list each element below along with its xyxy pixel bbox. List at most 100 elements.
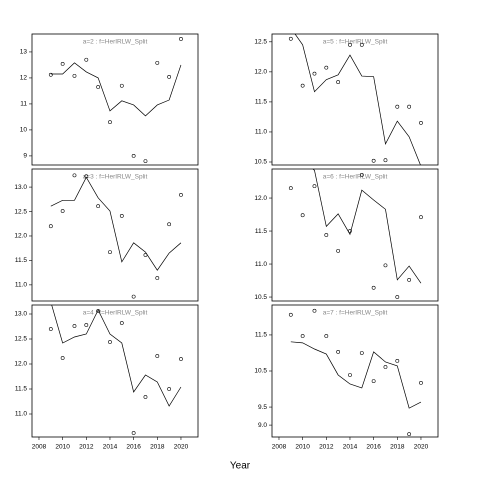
point — [179, 193, 183, 197]
point — [179, 357, 183, 361]
point — [359, 351, 364, 355]
point — [395, 295, 400, 299]
y-tick-label: 11.5 — [15, 386, 28, 393]
x-tick-label: 2008 — [272, 444, 287, 451]
panel: a=6 : f=HerIRLW_Split 10.5 11.0 11.5 12.0 — [254, 168, 439, 302]
point — [312, 184, 317, 189]
x-tick-label: 2020 — [414, 444, 429, 451]
point — [371, 379, 376, 383]
point — [348, 42, 352, 47]
x-tick-label: 2016 — [366, 444, 381, 451]
y-tick-label: 9.5 — [258, 404, 267, 411]
y-tick-label: 13.0 — [14, 184, 27, 191]
point — [84, 57, 89, 62]
plot-area — [48, 37, 183, 164]
point — [72, 73, 77, 78]
point — [131, 294, 136, 299]
point — [48, 327, 53, 331]
point — [288, 312, 293, 317]
y-tick-label: 11.5 — [255, 228, 268, 235]
point — [167, 222, 172, 227]
x-tick-label: 2012 — [319, 444, 334, 451]
y-tick-label: 10 — [20, 127, 28, 134]
panel-frame — [271, 33, 439, 166]
y-tick-label: 10.5 — [254, 368, 267, 375]
point — [288, 186, 293, 191]
point — [143, 395, 148, 399]
point — [348, 373, 352, 377]
point — [131, 154, 136, 158]
panel: a=7 : f=HerIRLW_Split 9.0 9.5 10.5 11.5 2008 2… — [254, 304, 439, 451]
point — [60, 356, 65, 360]
point — [119, 214, 124, 218]
y-tick-label: 12.0 — [14, 233, 27, 240]
point — [155, 354, 160, 358]
x-tick-label: 2014 — [103, 444, 118, 451]
point — [324, 65, 329, 70]
point — [131, 431, 136, 435]
point — [300, 213, 305, 218]
point — [167, 74, 172, 79]
y-tick-label: 12.5 — [14, 208, 27, 215]
point — [407, 277, 412, 282]
plot-area — [288, 308, 423, 437]
point — [288, 36, 293, 41]
panel-frame — [31, 33, 199, 166]
y-tick-label: 10.5 — [254, 294, 267, 301]
panel-frame — [31, 304, 199, 438]
point — [72, 324, 77, 328]
x-tick-label: 2008 — [32, 444, 47, 451]
point — [300, 334, 305, 338]
point — [72, 173, 77, 178]
fit-line — [294, 34, 421, 165]
point — [383, 158, 388, 163]
y-tick-label: 11.5 — [15, 257, 28, 264]
y-tick-label: 11.0 — [255, 261, 268, 268]
x-axis-label: Year — [230, 461, 251, 472]
panel: a=5 : f=HerIRLW_Split 10.5 11.0 11.5 12.0 12.… — [254, 33, 439, 166]
y-tick-label: 12.0 — [254, 69, 267, 76]
point — [312, 308, 317, 313]
point — [371, 285, 376, 290]
point — [179, 37, 183, 41]
point — [119, 321, 124, 325]
x-tick-label: 2018 — [150, 444, 165, 451]
y-tick-label: 12.0 — [14, 361, 27, 368]
fit-line — [290, 341, 422, 409]
point — [371, 158, 376, 163]
x-tick-label: 2014 — [343, 444, 358, 451]
point — [143, 159, 148, 164]
point — [60, 209, 65, 213]
point — [48, 224, 53, 229]
point — [407, 104, 412, 109]
strip-label: a=6 : f=HerIRLW_Split — [323, 174, 388, 181]
y-tick-label: 11 — [20, 101, 27, 108]
y-tick-label: 9 — [23, 153, 27, 160]
strip-label: a=7 : f=HerIRLW_Split — [323, 310, 388, 317]
plot-area — [48, 305, 183, 435]
strip-label: a=2 : f=HerIRLW_Split — [83, 39, 148, 46]
fit-line — [50, 176, 182, 271]
point — [312, 71, 317, 76]
point — [407, 432, 412, 437]
point — [395, 359, 400, 363]
y-tick-label: 11.5 — [255, 332, 268, 339]
x-tick-label: 2012 — [79, 444, 94, 451]
point — [419, 381, 423, 385]
y-tick-label: 12 — [20, 75, 28, 82]
point — [108, 340, 112, 344]
y-tick-label: 12.5 — [14, 336, 27, 343]
y-tick-label: 13.0 — [14, 311, 27, 318]
point — [108, 250, 112, 255]
strip-label: a=4 : f=HerIRLW_Split — [83, 310, 148, 317]
x-tick-label: 2016 — [126, 444, 141, 451]
point — [324, 334, 329, 338]
plot-area — [288, 34, 423, 165]
point — [324, 233, 329, 237]
y-tick-label: 9.0 — [258, 422, 267, 429]
y-tick-label: 11.0 — [15, 282, 28, 289]
point — [419, 215, 423, 220]
point — [48, 72, 53, 77]
